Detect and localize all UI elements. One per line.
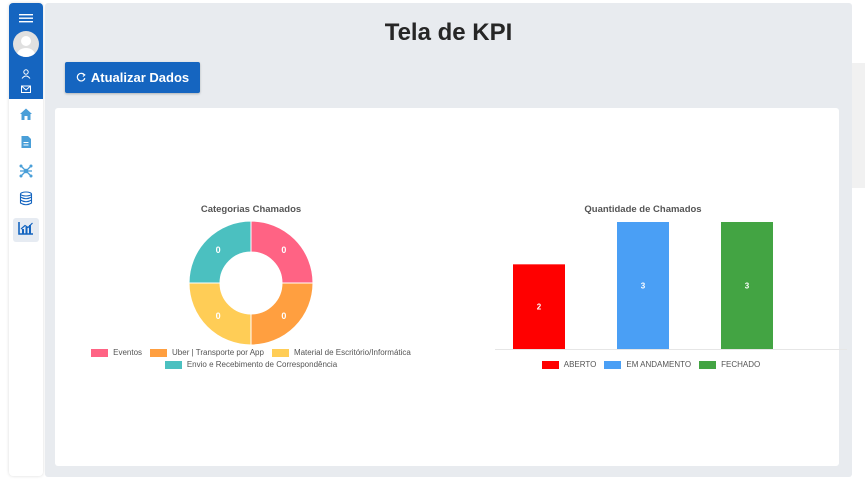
bar-em-andamento[interactable] [617,222,669,349]
bar-value-label: 2 [537,303,542,312]
bar-chart-title: Quantidade de Chamados [584,204,702,215]
legend-item-aberto[interactable]: ABERTO [541,360,597,369]
legend-item-envio-e-recebimento-de-correspondencia[interactable]: Envio e Recebimento de Correspondência [164,360,338,369]
legend-swatch [150,348,168,357]
legend-label: Envio e Recebimento de Correspondência [186,360,338,369]
legend-swatch [91,348,109,357]
sidebar-item-document[interactable] [13,132,39,156]
doughnut-chart: 0 0 0 0 [188,220,314,346]
charts-card: Categorias Chamados 0 0 0 0 Eventos Uber | T… [55,108,847,466]
scroll-edge [852,63,865,188]
refresh-data-label: Atualizar Dados [90,70,190,85]
doughnut-slice-label: 0 [216,245,221,255]
user-icon[interactable] [21,66,31,79]
sidebar-item-home[interactable] [13,104,39,128]
doughnut-slice-envio-e-recebimento-de-correspondencia[interactable] [188,220,252,284]
mail-icon[interactable] [21,81,31,93]
doughnut-slice-label: 0 [216,311,221,321]
legend-item-eventos[interactable]: Eventos [91,348,142,357]
chart-line-icon [18,221,34,240]
bar-chart: 2 3 3 [495,222,847,350]
bar-value-label: 3 [641,282,646,291]
database-icon [19,191,33,211]
legend-swatch [271,348,289,357]
refresh-data-button[interactable]: Atualizar Dados [65,62,200,93]
doughnut-chart-legend: Eventos Uber | Transporte por App Material… [75,348,427,372]
bar-aberto[interactable] [513,264,565,349]
network-icon [19,164,33,183]
avatar[interactable] [13,31,39,57]
legend-item-uber-transporte-por-app[interactable]: Uber | Transporte por App [150,348,264,357]
sidebar-profile-panel [9,3,43,99]
legend-label: Eventos [113,348,143,357]
doughnut-chart-title: Categorias Chamados [200,204,302,215]
legend-swatch [604,360,622,369]
document-icon [19,135,33,154]
bar-value-label: 3 [745,282,750,291]
doughnut-slice-label: 0 [281,311,286,321]
legend-label: FECHADO [721,360,761,369]
legend-label: EM ANDAMENTO [626,360,692,369]
legend-label: Material de Escritório/Informática [293,348,411,357]
sidebar-item-kpi[interactable] [13,218,39,242]
legend-label: Uber | Transporte por App [172,348,264,357]
legend-item-em-andamento[interactable]: EM ANDAMENTO [604,360,691,369]
legend-label: ABERTO [563,360,597,369]
refresh-icon [76,70,86,85]
legend-item-fechado[interactable]: FECHADO [699,360,760,369]
main-content: Tela de KPI Atualizar Dados Categorias C… [45,3,852,477]
sidebar [9,3,43,476]
sidebar-item-network[interactable] [13,161,39,185]
sidebar-item-database[interactable] [13,189,39,213]
page-title: Tela de KPI [384,19,513,46]
doughnut-slice-label: 0 [281,245,286,255]
legend-swatch [541,360,559,369]
bar-chart-legend: ABERTO EM ANDAMENTO FECHADO [455,360,847,372]
legend-swatch [164,360,182,369]
bar-fechado[interactable] [721,222,773,349]
hamburger-menu-icon[interactable] [19,11,33,23]
legend-item-material-de-escritorio-informatica[interactable]: Material de Escritório/Informática [271,348,411,357]
legend-swatch [699,360,717,369]
home-icon [19,107,33,126]
